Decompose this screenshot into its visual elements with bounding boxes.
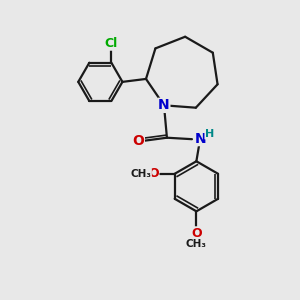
Text: N: N bbox=[194, 132, 206, 145]
Text: CH₃: CH₃ bbox=[130, 169, 151, 179]
Text: O: O bbox=[191, 227, 202, 240]
Text: O: O bbox=[132, 134, 144, 148]
Text: CH₃: CH₃ bbox=[186, 239, 207, 249]
Text: N: N bbox=[158, 98, 170, 112]
Text: H: H bbox=[205, 129, 214, 139]
Text: Cl: Cl bbox=[105, 37, 118, 50]
Text: O: O bbox=[148, 167, 159, 180]
